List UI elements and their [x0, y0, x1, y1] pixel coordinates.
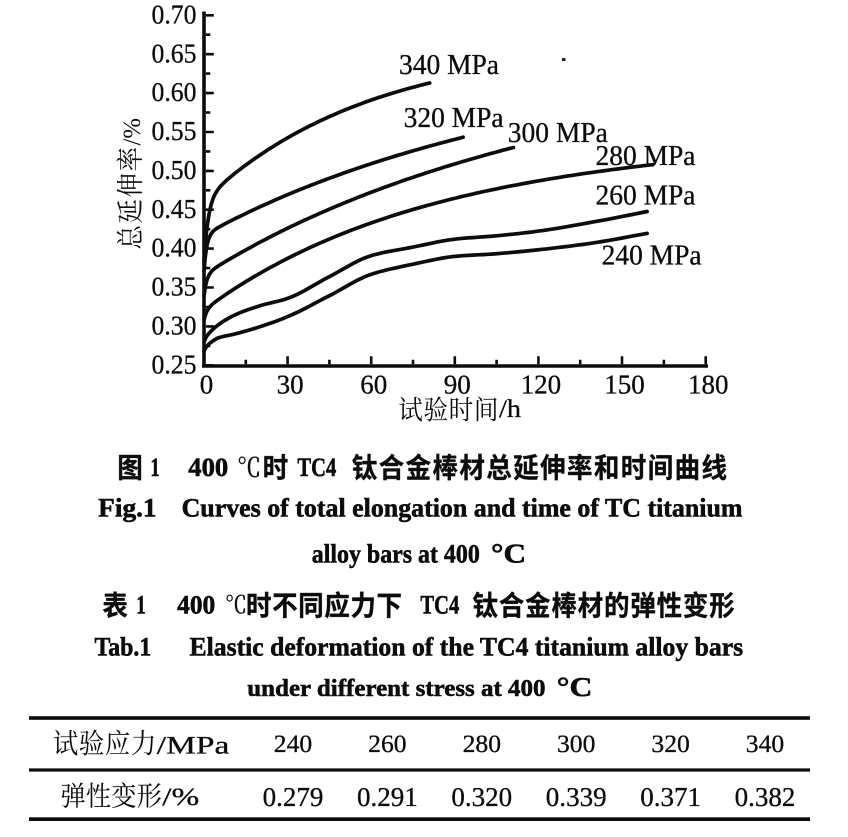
svg-text:150: 150	[604, 370, 645, 400]
svg-text:/MPa: /MPa	[157, 731, 230, 760]
svg-text:60: 60	[360, 370, 387, 400]
svg-text:240: 240	[274, 731, 312, 758]
svg-text:280: 280	[463, 731, 501, 758]
svg-text:1: 1	[150, 453, 159, 482]
svg-text:0.60: 0.60	[152, 77, 197, 107]
svg-text:0.50: 0.50	[152, 155, 197, 185]
svg-text:Elastic deformation of the TC4: Elastic deformation of the TC4 titanium …	[190, 633, 744, 662]
svg-text:/%: /%	[119, 118, 146, 146]
svg-text:0.30: 0.30	[152, 311, 197, 341]
svg-text:0.382: 0.382	[735, 782, 796, 812]
svg-text:0.70: 0.70	[152, 0, 197, 29]
svg-text:30: 30	[277, 370, 304, 400]
svg-text:0.339: 0.339	[546, 782, 607, 812]
svg-text:under different stress at 400: under different stress at 400	[247, 675, 545, 702]
svg-text:alloy bars at 400: alloy bars at 400	[312, 540, 480, 569]
svg-text:Curves of total elongation and: Curves of total elongation and time of T…	[182, 494, 743, 523]
svg-text:Fig.1: Fig.1	[98, 494, 156, 523]
svg-text:0.371: 0.371	[640, 782, 701, 812]
svg-text:0.65: 0.65	[152, 38, 197, 68]
svg-text:90: 90	[444, 370, 471, 400]
svg-text:300 MPa: 300 MPa	[508, 118, 608, 149]
svg-text:0.320: 0.320	[451, 782, 512, 812]
svg-text:°C: °C	[557, 671, 593, 702]
svg-text:TC4: TC4	[420, 590, 459, 619]
svg-text:0.35: 0.35	[152, 272, 197, 302]
svg-text:0.25: 0.25	[152, 349, 197, 379]
svg-text:400: 400	[177, 590, 215, 619]
svg-text:320 MPa: 320 MPa	[404, 103, 504, 134]
svg-text:0.45: 0.45	[152, 194, 197, 224]
svg-text:180: 180	[688, 370, 729, 400]
svg-text:/h: /h	[499, 394, 521, 423]
svg-text:°C: °C	[491, 538, 526, 569]
svg-text:0.291: 0.291	[357, 782, 418, 812]
svg-text:340: 340	[746, 731, 784, 758]
svg-text:280 MPa: 280 MPa	[596, 141, 696, 172]
svg-text:1: 1	[136, 590, 146, 619]
svg-text:340 MPa: 340 MPa	[399, 50, 499, 81]
svg-text:320: 320	[651, 731, 689, 758]
svg-text:TC4: TC4	[297, 453, 336, 482]
svg-text:/%: /%	[162, 782, 199, 811]
svg-text:240 MPa: 240 MPa	[602, 241, 702, 272]
svg-text:0.55: 0.55	[152, 116, 197, 146]
svg-text:0.40: 0.40	[152, 233, 197, 263]
svg-text:260: 260	[368, 731, 406, 758]
svg-text:0: 0	[200, 370, 214, 400]
svg-text:300: 300	[557, 731, 595, 758]
svg-text:120: 120	[521, 370, 562, 400]
svg-text:260 MPa: 260 MPa	[596, 181, 696, 212]
svg-text:0.279: 0.279	[263, 782, 324, 812]
svg-text:Tab.1: Tab.1	[95, 633, 152, 662]
svg-text:400: 400	[188, 453, 228, 482]
